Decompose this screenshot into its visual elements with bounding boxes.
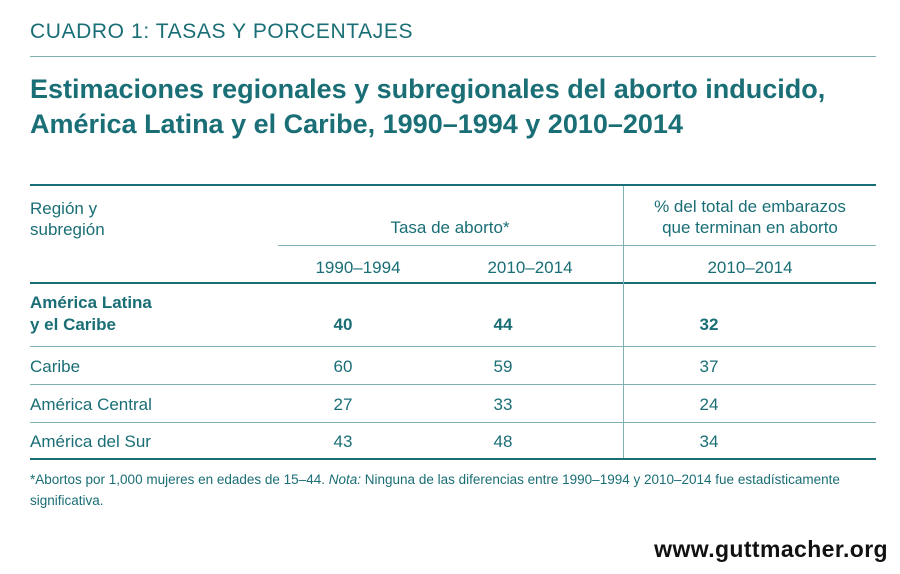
column-divider	[623, 186, 624, 460]
footnote-main: *Abortos por 1,000 mujeres en edades de …	[30, 472, 325, 487]
row-divider	[30, 422, 876, 423]
pct-2010-cell: 32	[699, 315, 719, 334]
pct-2010-cell: 37	[699, 357, 719, 376]
region-header-line2: subregión	[30, 220, 105, 239]
table-kicker: CUADRO 1: TASAS Y PORCENTAJES	[30, 20, 414, 43]
row-region-line2: y el Caribe	[30, 315, 116, 334]
header-divider	[30, 56, 876, 57]
rate-group-header: Tasa de aborto*	[390, 218, 510, 237]
header-bottom-rule	[30, 282, 876, 284]
pct-group-header-line2: que terminan en aborto	[662, 218, 838, 237]
rate-1990-cell: 60	[333, 357, 353, 376]
rate-1990-cell: 27	[333, 395, 353, 414]
region-header-line1: Región y	[30, 199, 98, 218]
rate-1990-cell: 40	[333, 315, 353, 334]
row-region-label: América del Sur	[30, 432, 151, 451]
period-header-pct-2010: 2010–2014	[707, 258, 793, 277]
guttmacher-url: www.guttmacher.org	[654, 536, 888, 562]
row-region-label: Caribe	[30, 357, 81, 376]
row-region-label: América Central	[30, 395, 152, 414]
rate-2010-cell: 48	[493, 432, 513, 451]
table-footnote: *Abortos por 1,000 mujeres en edades de …	[30, 469, 870, 511]
footnote-note-text: Ninguna de las diferencias entre 1990–19…	[30, 472, 840, 508]
footnote-note-label: Nota:	[328, 472, 362, 487]
table-bottom-rule	[30, 458, 876, 460]
rate-1990-cell: 43	[333, 432, 353, 451]
rate-2010-cell: 59	[493, 357, 513, 376]
rate-2010-cell: 44	[493, 315, 513, 334]
row-divider	[30, 384, 876, 385]
pct-2010-cell: 34	[699, 432, 719, 451]
pct-2010-cell: 24	[699, 395, 719, 414]
pct-group-header-line1: % del total de embarazos	[654, 197, 846, 216]
table-title: Estimaciones regionales y subregionales …	[30, 74, 826, 139]
row-region-line1: América Latina	[30, 293, 152, 312]
rate-2010-cell: 33	[493, 395, 513, 414]
group-header-divider	[278, 245, 876, 246]
table-top-rule	[30, 184, 876, 186]
row-divider	[30, 346, 876, 347]
period-header-2010: 2010–2014	[487, 258, 573, 277]
period-header-1990: 1990–1994	[315, 258, 401, 277]
